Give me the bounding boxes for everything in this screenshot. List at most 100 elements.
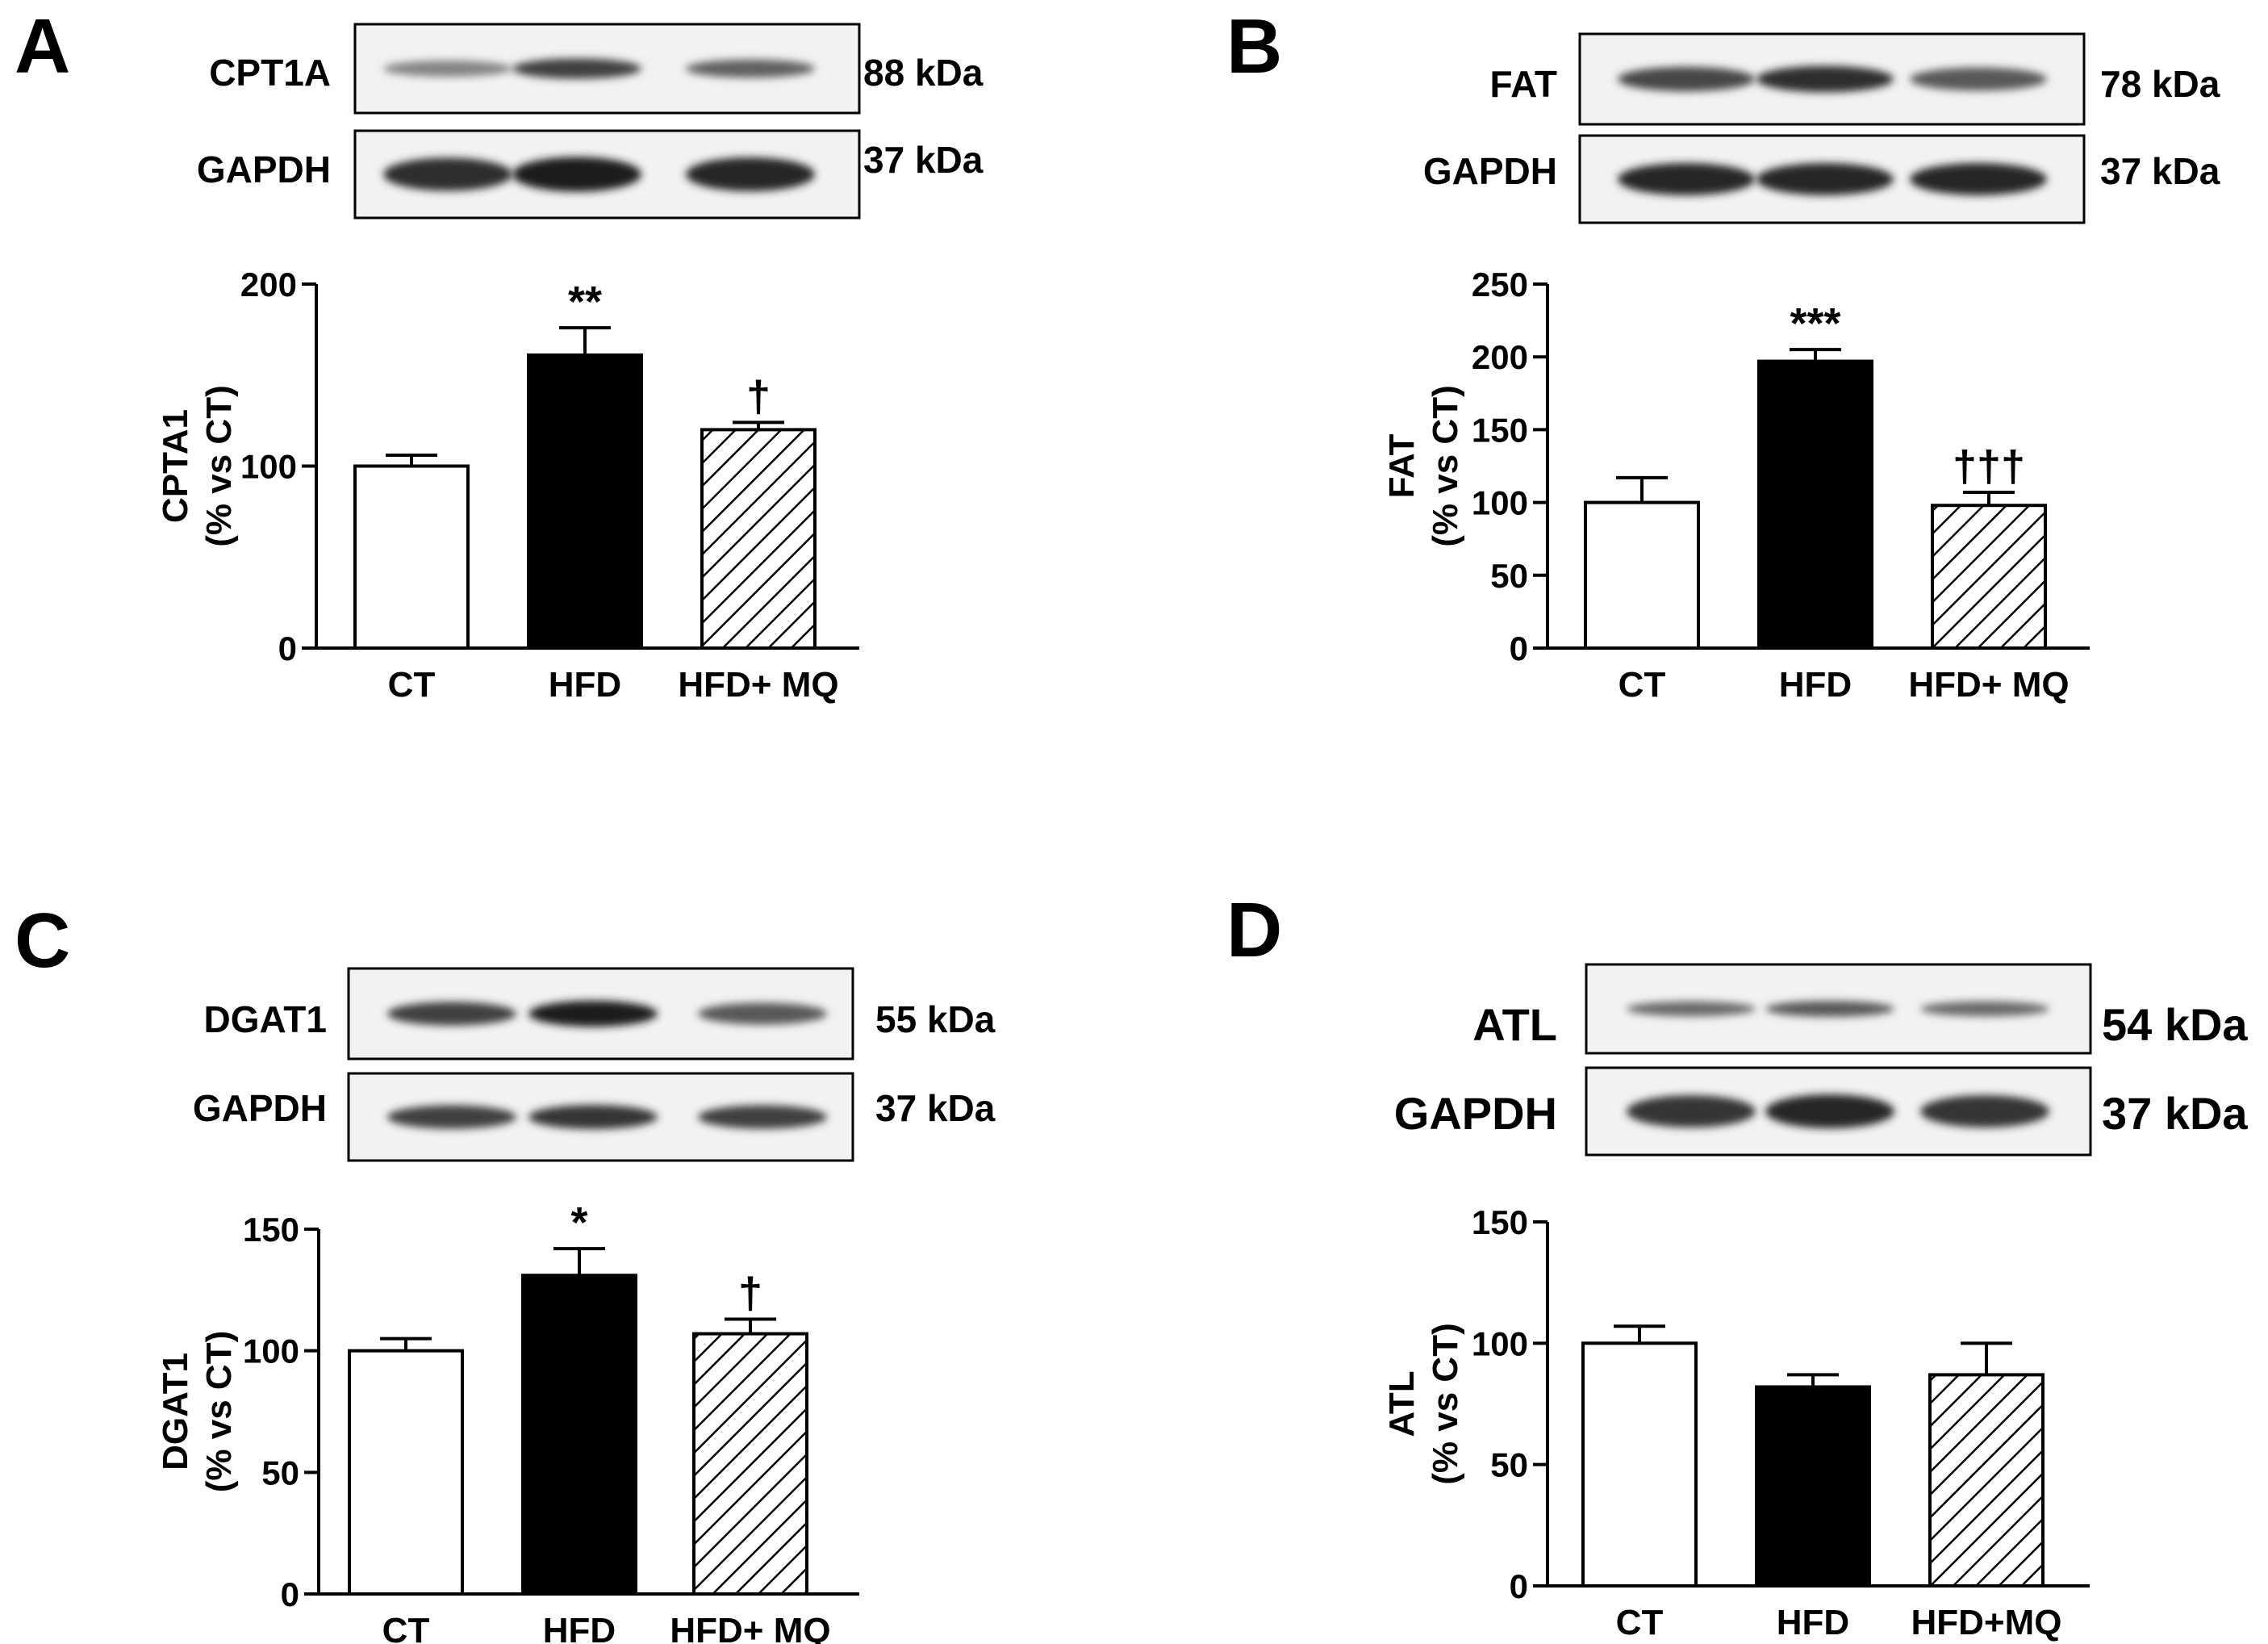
- chart-b-category-label: CT: [1619, 665, 1666, 705]
- chart-c-category-label: HFD: [543, 1611, 616, 1644]
- chart-a-significance-marker: **: [568, 278, 602, 326]
- chart-a-y-axis-title-line1: CPTA1: [156, 409, 195, 523]
- blot-c-target-band-lane-1: [387, 1002, 516, 1026]
- chart-c-y-tick-label: 100: [243, 1332, 299, 1370]
- chart-c-category-label: HFD+ MQ: [670, 1611, 830, 1644]
- blot-a-gapdh-band-lane-1: [383, 157, 512, 191]
- blot-a-gapdh-size: 37 kDa: [863, 139, 984, 181]
- chart-c-significance-marker: †: [738, 1269, 762, 1317]
- bar-chart-c: 0 50 100 150 CT HFD * HFD+ MQ † DGAT1 (% vs CT): [156, 1198, 859, 1644]
- blot-b-target-size: 78 kDa: [2100, 63, 2220, 105]
- chart-c-bar-3: [692, 1332, 808, 1596]
- blot-b-gapdh-band-lane-3: [1910, 163, 2047, 195]
- chart-a-y-axis-title-line2: (% vs CT): [199, 385, 239, 546]
- blot-c-gapdh-band-lane-3: [698, 1105, 827, 1129]
- chart-d-category-label: CT: [1616, 1603, 1664, 1642]
- chart-c-y-tick-label: 0: [281, 1575, 299, 1613]
- blot-a-target-size: 88 kDa: [863, 52, 984, 94]
- blot-c-target-band-lane-2: [528, 1000, 658, 1027]
- chart-a-category-label: HFD: [549, 665, 621, 705]
- chart-c-bar-1: [348, 1349, 464, 1596]
- western-blot-d: [1585, 963, 2092, 1157]
- chart-a-bar-3: [700, 428, 817, 650]
- blot-b-target-label: FAT: [1490, 63, 1557, 105]
- blot-c-gapdh-band-lane-1: [387, 1105, 516, 1129]
- panel-letter-a: A: [15, 3, 70, 90]
- chart-d-bar-2: [1755, 1385, 1871, 1588]
- blot-a-gapdh-band-lane-3: [686, 157, 815, 191]
- chart-d-y-axis-title-line1: ATL: [1382, 1370, 1422, 1437]
- chart-a-y-tick-label: 100: [240, 448, 297, 486]
- blot-c-gapdh-size: 37 kDa: [875, 1087, 996, 1129]
- chart-d-y-tick-label: 50: [1490, 1446, 1528, 1484]
- blot-d-target-band-lane-2: [1765, 1001, 1894, 1017]
- chart-b-category-label: HFD+ MQ: [1908, 665, 2069, 705]
- panel-letter-c: C: [15, 897, 70, 984]
- western-blot-c: [347, 967, 854, 1162]
- blot-d-gapdh-label: GAPDH: [1394, 1088, 1557, 1139]
- blot-d-gapdh-band-lane-3: [1920, 1095, 2049, 1127]
- blot-a-gapdh-band-lane-2: [512, 157, 641, 192]
- blot-d-target-band-lane-3: [1920, 1001, 2049, 1017]
- chart-b-significance-marker: †††: [1953, 442, 2025, 491]
- chart-b-bar-3: [1931, 504, 2047, 650]
- chart-b-y-tick-label: 250: [1472, 266, 1528, 303]
- blot-c-target-label: DGAT1: [204, 998, 328, 1040]
- chart-b-bar-1: [1584, 500, 1700, 650]
- chart-a-category-label: HFD+ MQ: [678, 665, 838, 705]
- blot-d-target-band-lane-1: [1627, 1001, 1756, 1017]
- blot-d-gapdh-band-lane-1: [1627, 1095, 1756, 1127]
- western-blot-b: [1578, 32, 2086, 224]
- chart-b-y-tick-label: 150: [1472, 411, 1528, 449]
- chart-a-category-label: CT: [388, 665, 436, 705]
- chart-d-bar-1: [1581, 1341, 1698, 1588]
- blot-a-target-band-lane-2: [512, 58, 641, 79]
- chart-d-y-tick-label: 0: [1510, 1567, 1528, 1605]
- chart-c-y-tick-label: 150: [243, 1211, 299, 1249]
- blot-d-target-size: 54 kDa: [2102, 999, 2248, 1050]
- chart-d-category-label: HFD+MQ: [1911, 1603, 2062, 1642]
- chart-b-y-axis-title-line1: FAT: [1382, 433, 1422, 498]
- chart-b-significance-marker: ***: [1790, 299, 1840, 348]
- chart-c-bar-2: [521, 1274, 637, 1596]
- western-blot-a: [353, 23, 861, 220]
- blot-c-gapdh-band-lane-2: [528, 1105, 658, 1129]
- blot-a-gapdh-label: GAPDH: [197, 149, 331, 190]
- blot-a-target-label: CPT1A: [209, 52, 331, 94]
- blot-b-gapdh-band-lane-2: [1756, 163, 1894, 195]
- chart-a-bar-1: [353, 464, 470, 650]
- blot-b-target-band-lane-3: [1910, 67, 2047, 91]
- bar-chart-b: 0 50 100 150 200 250 CT HFD *** HFD+ MQ ††† FAT (% v…: [1382, 266, 2090, 705]
- chart-a-significance-marker: †: [746, 372, 771, 420]
- chart-c-significance-marker: *: [570, 1198, 587, 1247]
- chart-b-bar-2: [1757, 359, 1873, 650]
- chart-b-y-tick-label: 50: [1490, 557, 1528, 595]
- bar-chart-d: 0 50 100 150 CT HFD HFD+MQ ATL (% vs CT): [1382, 1203, 2090, 1642]
- chart-a-y-tick-label: 0: [278, 630, 297, 667]
- chart-b-y-tick-label: 200: [1472, 338, 1528, 376]
- blot-c-target-size: 55 kDa: [875, 998, 996, 1040]
- blot-a-target-band-lane-1: [383, 60, 512, 77]
- chart-a-bar-2: [527, 353, 643, 650]
- blot-c-gapdh-label: GAPDH: [193, 1087, 327, 1129]
- panel-letter-b: B: [1226, 3, 1282, 90]
- panel-letter-d: D: [1226, 887, 1282, 973]
- chart-d-y-tick-label: 150: [1472, 1203, 1528, 1241]
- chart-d-y-axis-title-line2: (% vs CT): [1426, 1323, 1465, 1484]
- chart-c-y-axis-title-line1: DGAT1: [156, 1353, 195, 1470]
- chart-a-y-tick-label: 200: [240, 266, 297, 303]
- bar-chart-a: 0 100 200 CT HFD ** HFD+ MQ † CPTA1 (% vs CT): [156, 266, 859, 705]
- blot-d-gapdh-size: 37 kDa: [2102, 1088, 2248, 1139]
- blot-d-target-label: ATL: [1472, 999, 1557, 1050]
- blot-b-gapdh-label: GAPDH: [1423, 150, 1557, 192]
- chart-d-bar-3: [1928, 1373, 2045, 1588]
- chart-c-y-tick-label: 50: [261, 1454, 299, 1491]
- chart-b-y-tick-label: 100: [1472, 484, 1528, 522]
- blot-b-gapdh-size: 37 kDa: [2100, 150, 2220, 192]
- chart-c-y-axis-title-line2: (% vs CT): [199, 1331, 239, 1492]
- chart-d-category-label: HFD: [1777, 1603, 1849, 1642]
- blot-b-target-band-lane-2: [1756, 65, 1894, 93]
- blot-b-gapdh-band-lane-1: [1618, 163, 1755, 195]
- chart-b-category-label: HFD: [1779, 665, 1852, 705]
